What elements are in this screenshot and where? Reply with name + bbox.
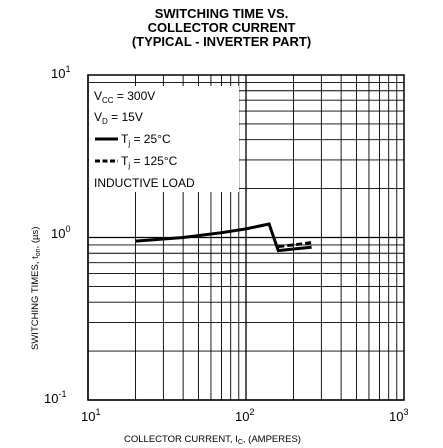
legend-vd: VD = 15V <box>94 110 143 126</box>
legend-inductive-load: INDUCTIVE LOAD <box>94 176 195 190</box>
series-25c-line <box>135 222 312 253</box>
plot-frame <box>87 74 405 401</box>
legend-series-25c: Tj = 25°C <box>121 132 171 148</box>
x-axis-title: COLLECTOR CURRENT, IC, (AMPERES) <box>124 434 301 446</box>
chart-title-line-1: SWITCHING TIME VS. <box>154 6 289 21</box>
legend: VCC = 300V VD = 15V Tj = 25°C Tj = 125°C… <box>94 89 195 190</box>
y-axis-title: SWITCHING TIMES, ton, (µs) <box>30 227 42 350</box>
y-tick-label-10: 101 <box>51 64 70 81</box>
chart-title-line-2: COLLECTOR CURRENT <box>147 20 296 35</box>
series-125c-line <box>278 241 312 248</box>
legend-vcc: VCC = 300V <box>94 89 155 105</box>
y-tick-label-1: 100 <box>51 224 70 241</box>
series-layer <box>135 222 312 253</box>
y-tick-label-0-1: 10-1 <box>44 389 66 406</box>
x-tick-label-100: 102 <box>235 407 254 424</box>
x-tick-label-1000: 103 <box>389 407 408 424</box>
chart-title-line-3: (TYPICAL - INVERTER PART) <box>131 34 312 49</box>
legend-series-125c: Tj = 125°C <box>121 154 178 170</box>
x-tick-label-10: 101 <box>81 407 100 424</box>
